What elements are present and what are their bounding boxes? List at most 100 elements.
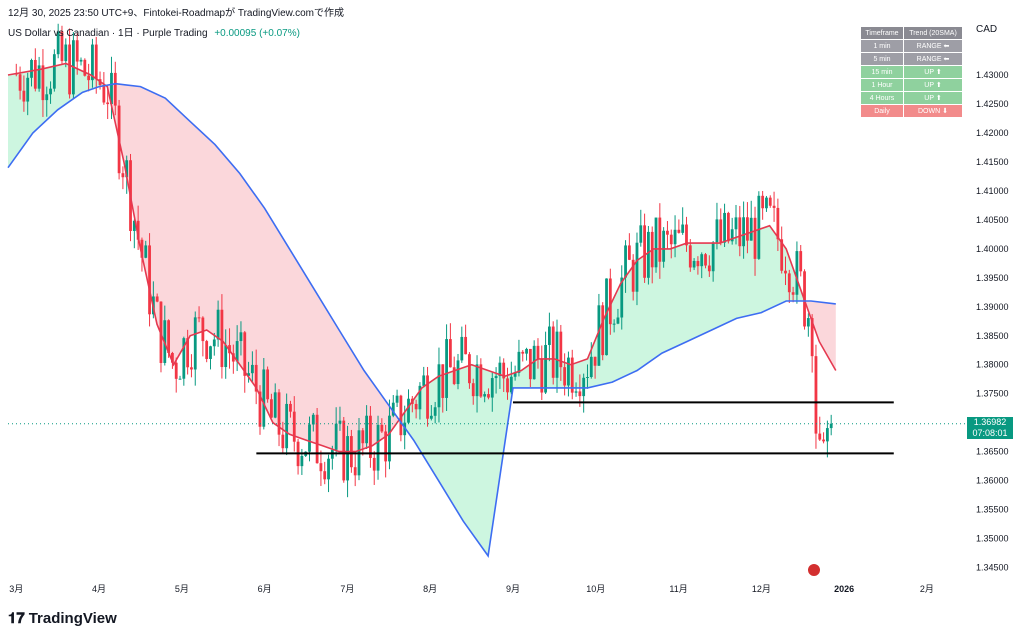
candle-body xyxy=(616,317,620,324)
bullish-fill-area xyxy=(400,225,806,556)
tradingview-logo[interactable]: 𝟏𝟕 TradingView xyxy=(8,610,117,627)
trend-table-row: Daily DOWN ⬇ xyxy=(861,105,962,117)
candle-body xyxy=(441,364,445,398)
candle-body xyxy=(490,378,494,398)
candle-body xyxy=(334,423,338,450)
y-tick-label: 1.41000 xyxy=(976,186,1009,196)
candle-body xyxy=(311,414,315,425)
x-tick-label: 8月 xyxy=(423,584,437,594)
candle-body xyxy=(456,360,460,385)
candle-body xyxy=(380,424,384,432)
candle-body xyxy=(422,375,426,386)
candle-body xyxy=(593,356,597,366)
candle-body xyxy=(487,394,490,398)
candle-body xyxy=(277,392,281,435)
candle-body xyxy=(509,376,513,393)
x-tick-label: 10月 xyxy=(586,584,605,594)
candle-body xyxy=(37,65,41,89)
candle-body xyxy=(167,320,170,353)
candle-body xyxy=(620,277,624,318)
x-tick-label: 12月 xyxy=(752,584,771,594)
x-tick-label: 6月 xyxy=(258,584,272,594)
x-tick-label: 5月 xyxy=(175,584,189,594)
candle-body xyxy=(315,414,319,464)
candle-body xyxy=(426,375,429,419)
candle-body xyxy=(52,54,56,89)
y-tick-label: 1.40500 xyxy=(976,215,1009,225)
candle-body xyxy=(498,362,502,377)
candle-body xyxy=(692,260,696,268)
candle-body xyxy=(662,230,666,262)
trend-cell: RANGE ⬅ xyxy=(904,40,962,52)
candle-body xyxy=(578,391,582,397)
candle-body xyxy=(140,239,144,258)
y-tick-label: 1.42500 xyxy=(976,99,1009,109)
timeframe-cell: 1 min xyxy=(861,40,903,52)
candle-body xyxy=(521,351,525,354)
candle-body xyxy=(445,339,448,398)
candle-body xyxy=(669,234,673,245)
candle-body xyxy=(704,254,707,266)
candle-body xyxy=(212,339,216,347)
current-price-label: 1.36982 07:08:01 xyxy=(967,416,1013,439)
symbol-title[interactable]: US Dollar vs Canadian · 1日 · Purple Trad… xyxy=(8,28,208,39)
candle-body xyxy=(384,431,388,462)
candle-body xyxy=(254,364,258,392)
candle-body xyxy=(784,270,787,274)
candle-body xyxy=(483,394,487,397)
candle-body xyxy=(795,251,799,295)
trend-cell: UP ⬆ xyxy=(904,79,962,91)
candle-body xyxy=(551,326,555,378)
candle-body xyxy=(193,317,197,370)
x-tick-label: 3月 xyxy=(9,584,23,594)
candle-body xyxy=(292,411,296,442)
candle-body xyxy=(631,259,635,292)
candle-body xyxy=(627,245,631,260)
candle-body xyxy=(624,245,627,278)
candle-body xyxy=(285,403,289,449)
candle-body xyxy=(83,59,87,76)
x-tick-label: 2026 xyxy=(834,584,854,594)
candle-body xyxy=(829,423,833,429)
candle-body xyxy=(407,398,410,423)
candle-body xyxy=(94,44,98,80)
candle-body xyxy=(506,378,509,393)
candle-body xyxy=(559,331,563,368)
candle-body xyxy=(365,415,369,444)
candle-body xyxy=(460,336,464,361)
candle-body xyxy=(178,378,182,380)
candle-body xyxy=(772,205,776,208)
candle-body xyxy=(746,217,749,241)
candle-body xyxy=(182,338,186,379)
us-flag-event-icon[interactable] xyxy=(807,563,821,577)
candle-body xyxy=(768,197,772,206)
candle-body xyxy=(121,173,125,178)
candle-body xyxy=(799,251,803,272)
candle-body xyxy=(464,336,468,355)
axis-currency-label[interactable]: CAD xyxy=(976,24,998,35)
candle-body xyxy=(471,383,475,397)
candle-body xyxy=(155,296,159,302)
y-tick-label: 1.38500 xyxy=(976,331,1009,341)
trend-table: Timeframe Trend (20SMA) 1 min RANGE ⬅ 5 min R… xyxy=(860,26,963,118)
candle-body xyxy=(281,434,285,449)
candle-body xyxy=(612,323,616,325)
candle-body xyxy=(452,367,456,385)
candle-body xyxy=(647,231,650,278)
candle-body xyxy=(414,403,418,410)
candle-body xyxy=(197,317,201,319)
candle-body xyxy=(56,31,60,55)
candle-body xyxy=(45,94,49,101)
candle-body xyxy=(186,338,190,368)
candle-body xyxy=(391,402,395,416)
logo-text: TradingView xyxy=(28,610,117,627)
candle-body xyxy=(91,44,94,81)
candle-body xyxy=(688,245,692,268)
candle-body xyxy=(810,318,814,357)
candle-body xyxy=(753,217,757,259)
candle-body xyxy=(201,317,205,342)
candle-body xyxy=(437,364,441,408)
candle-body xyxy=(231,353,235,362)
